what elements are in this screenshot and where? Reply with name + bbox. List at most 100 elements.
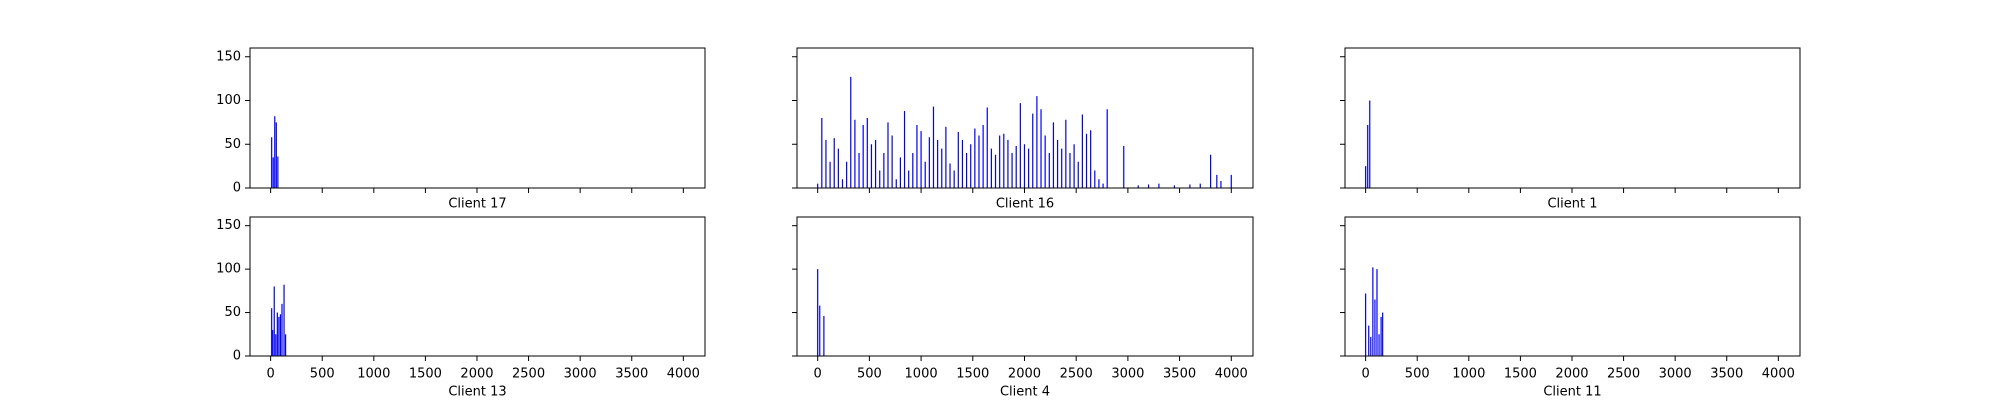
bar (833, 138, 835, 188)
bar (1077, 161, 1079, 188)
bar (1081, 114, 1083, 188)
x-tick-label: 0 (266, 367, 274, 382)
bar (841, 179, 844, 188)
x-axis-label: Client 4 (1000, 385, 1050, 400)
bar (986, 107, 988, 188)
bar (912, 153, 914, 188)
bar (879, 170, 881, 188)
x-tick-label: 1500 (956, 367, 989, 382)
bar (1210, 154, 1212, 188)
bar (1369, 100, 1371, 188)
bar (275, 334, 277, 356)
bar (1220, 181, 1222, 188)
bar (1036, 96, 1038, 188)
bar (924, 161, 926, 188)
bar (272, 157, 274, 188)
x-tick-label: 4000 (667, 367, 700, 382)
bar (862, 125, 864, 188)
bar (1048, 153, 1050, 188)
x-tick-label: 2000 (460, 367, 493, 382)
x-tick-label: 1500 (1504, 367, 1537, 382)
bar (1056, 139, 1059, 188)
bar (823, 316, 825, 356)
subplot: 0 500 1000 1500 2000 2500 3000 3500 4000 0 50 100 15… (216, 216, 706, 400)
bar (817, 269, 819, 356)
y-tick-label: 50 (224, 305, 241, 320)
bar (1123, 146, 1125, 188)
x-tick-label: 4000 (1215, 367, 1248, 382)
bar (858, 153, 860, 188)
y-tick-label: 100 (216, 93, 241, 108)
bar (899, 157, 902, 188)
subplot: Client 1 (1340, 47, 1801, 212)
bar (1378, 334, 1380, 356)
axes-frame (249, 216, 706, 357)
x-tick-label: 2000 (1555, 367, 1588, 382)
bar (819, 305, 821, 356)
bar (1173, 185, 1176, 188)
bar (895, 179, 897, 188)
bar (821, 118, 823, 188)
bar (1040, 109, 1042, 188)
bar (1085, 133, 1088, 188)
bar (1147, 184, 1150, 188)
x-tick-label: 3500 (1710, 367, 1743, 382)
y-tick-label: 150 (216, 49, 241, 64)
subplot: Client 16 (792, 47, 1254, 212)
bar (891, 135, 893, 188)
bar (1065, 119, 1067, 188)
bar (974, 128, 976, 188)
bar (1199, 183, 1201, 188)
bar (970, 144, 972, 188)
bar (957, 132, 959, 188)
bar (1230, 174, 1232, 188)
bar (854, 119, 856, 188)
bar (1019, 103, 1021, 188)
x-tick-label: 1000 (905, 367, 938, 382)
bar (1061, 148, 1063, 188)
x-axis-label: Client 13 (448, 385, 506, 400)
bar (817, 183, 819, 188)
bar (837, 148, 839, 188)
bar (1367, 125, 1369, 188)
y-tick-label: 50 (224, 137, 241, 152)
bar (1102, 183, 1104, 188)
x-tick-label: 2000 (1008, 367, 1041, 382)
bar (277, 156, 279, 188)
bar (965, 153, 968, 188)
bar (1003, 133, 1005, 188)
x-tick-label: 3000 (1659, 367, 1692, 382)
bar (928, 137, 930, 188)
bar (271, 137, 273, 188)
x-axis-label: Client 11 (1543, 385, 1601, 400)
bar (279, 314, 282, 356)
bar (866, 118, 868, 188)
bar (274, 116, 276, 188)
x-axis-label: Client 16 (996, 197, 1054, 212)
x-tick-label: 3500 (1163, 367, 1196, 382)
subplot: 0 500 1000 1500 2000 2500 3000 3500 4000 Client 1… (1340, 216, 1801, 400)
bar (1189, 184, 1191, 188)
bar (846, 161, 848, 188)
subplot: 0 50 100 150 Client 17 (216, 47, 706, 212)
bar (941, 148, 943, 188)
bar (1158, 183, 1160, 188)
x-tick-label: 3500 (615, 367, 648, 382)
bar (1011, 153, 1013, 188)
x-tick-label: 0 (814, 367, 822, 382)
bar (271, 308, 273, 356)
bar (916, 125, 918, 188)
bar (1365, 166, 1367, 188)
bar (276, 312, 278, 356)
bar (937, 139, 939, 188)
bar (1028, 148, 1030, 188)
bar (920, 131, 922, 188)
bar (1090, 130, 1092, 188)
bar (1069, 153, 1071, 188)
bar (278, 316, 280, 356)
bar (1374, 299, 1376, 356)
bar (1094, 170, 1096, 188)
x-tick-label: 2500 (512, 367, 545, 382)
subplot: 0 500 1000 1500 2000 2500 3000 3500 4000 Client 4 (792, 216, 1254, 400)
bar (825, 139, 827, 188)
